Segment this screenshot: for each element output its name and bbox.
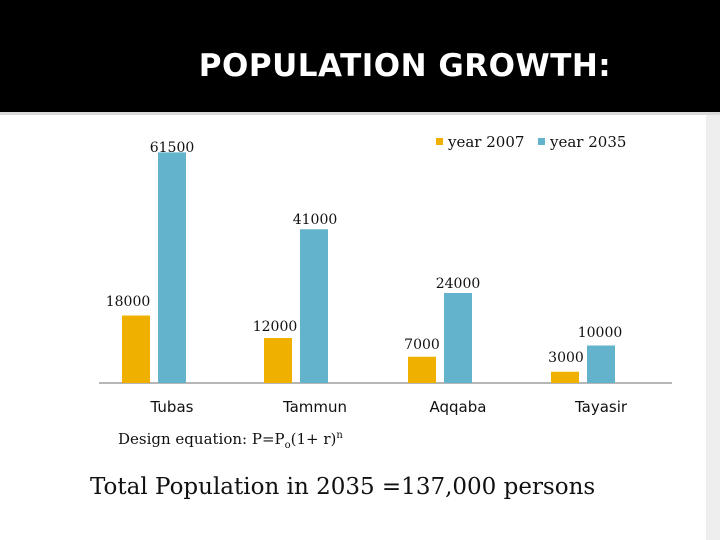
category-label-tammun: Tammun	[282, 398, 347, 416]
legend-swatch-year-2007	[436, 138, 443, 145]
data-label-year-2007-tammun: 12000	[253, 319, 298, 335]
data-label-year-2007-aqqaba: 7000	[404, 337, 440, 353]
category-label-tubas: Tubas	[150, 398, 194, 416]
equation-superscript: n	[336, 430, 343, 441]
data-label-year-2007-tayasir: 3000	[548, 350, 584, 366]
equation-prefix: Design equation: P=P	[118, 430, 285, 448]
legend-swatch-year-2035	[538, 138, 545, 145]
data-label-year-2035-aqqaba: 24000	[436, 276, 481, 292]
title-bar: POPULATION GROWTH:	[0, 0, 720, 112]
category-label-tayasir: Tayasir	[574, 398, 628, 416]
data-label-year-2035-tubas: 61500	[150, 140, 195, 156]
bar-year-2007-tubas	[122, 315, 150, 383]
bar-year-2035-aqqaba	[444, 293, 472, 383]
equation-middle: (1+ r)	[290, 430, 337, 448]
title-divider	[0, 112, 720, 115]
total-population-text: Total Population in 2035 =137,000 person…	[90, 474, 596, 500]
data-label-year-2035-tammun: 41000	[293, 212, 338, 228]
bar-year-2035-tammun	[300, 229, 328, 383]
page-title: POPULATION GROWTH:	[198, 48, 612, 84]
bar-year-2035-tayasir	[587, 345, 615, 383]
category-label-aqqaba: Aqqaba	[430, 398, 487, 416]
equation-subscript: o	[284, 440, 291, 451]
bar-year-2035-tubas	[158, 152, 186, 383]
data-label-year-2007-tubas: 18000	[106, 294, 151, 310]
legend-label-year-2007: year 2007	[447, 133, 524, 151]
bar-year-2007-aqqaba	[408, 356, 436, 383]
bar-year-2007-tammun	[264, 338, 292, 383]
data-label-year-2035-tayasir: 10000	[578, 325, 623, 341]
bar-year-2007-tayasir	[551, 371, 579, 383]
right-edge-band	[706, 115, 720, 540]
legend-label-year-2035: year 2035	[549, 133, 626, 151]
design-equation: Design equation: P=Po(1+ r)n	[118, 430, 343, 451]
